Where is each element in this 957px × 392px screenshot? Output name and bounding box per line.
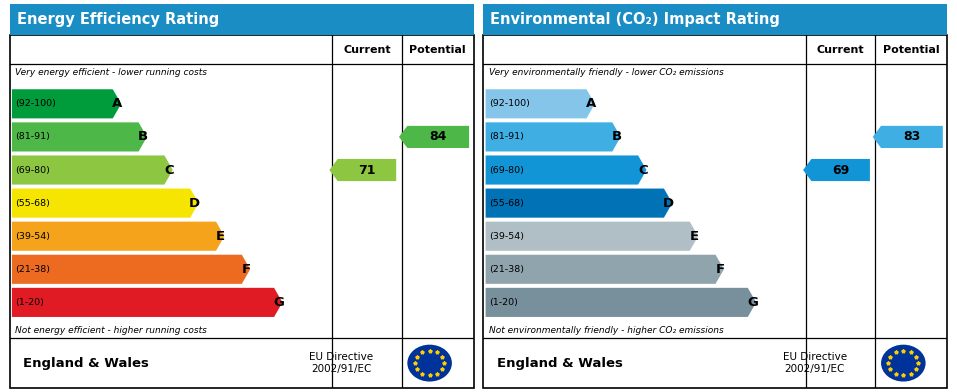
Text: (39-54): (39-54) (15, 232, 51, 241)
Polygon shape (873, 126, 943, 148)
Text: Very energy efficient - lower running costs: Very energy efficient - lower running co… (15, 68, 207, 77)
Text: Not environmentally friendly - higher CO₂ emissions: Not environmentally friendly - higher CO… (489, 326, 723, 335)
Text: Environmental (CO₂) Impact Rating: Environmental (CO₂) Impact Rating (490, 12, 780, 27)
Polygon shape (399, 126, 469, 148)
Text: Current: Current (817, 45, 864, 55)
Polygon shape (485, 221, 698, 251)
Text: (81-91): (81-91) (15, 132, 51, 142)
Text: England & Wales: England & Wales (24, 357, 149, 370)
Text: EU Directive
2002/91/EC: EU Directive 2002/91/EC (309, 352, 373, 374)
Text: 71: 71 (358, 163, 376, 176)
Bar (483, 4, 947, 35)
Polygon shape (485, 89, 595, 118)
Polygon shape (485, 288, 756, 317)
Text: F: F (716, 263, 724, 276)
Text: Not energy efficient - higher running costs: Not energy efficient - higher running co… (15, 326, 207, 335)
Text: (69-80): (69-80) (489, 165, 524, 174)
Text: A: A (112, 97, 122, 110)
Text: (92-100): (92-100) (489, 99, 530, 108)
Text: E: E (690, 230, 699, 243)
Text: C: C (165, 163, 174, 176)
Polygon shape (11, 89, 122, 118)
Polygon shape (11, 288, 282, 317)
Polygon shape (11, 221, 224, 251)
Text: England & Wales: England & Wales (498, 357, 623, 370)
Circle shape (408, 345, 452, 381)
Text: Energy Efficiency Rating: Energy Efficiency Rating (16, 12, 219, 27)
Text: B: B (138, 131, 148, 143)
Polygon shape (11, 122, 147, 151)
Text: D: D (189, 197, 200, 210)
Polygon shape (485, 156, 647, 185)
Polygon shape (485, 189, 672, 218)
Polygon shape (11, 255, 250, 284)
Text: (1-20): (1-20) (15, 298, 44, 307)
Text: 83: 83 (903, 131, 921, 143)
Text: Potential: Potential (883, 45, 940, 55)
Polygon shape (485, 122, 621, 151)
Text: E: E (216, 230, 225, 243)
Text: (81-91): (81-91) (489, 132, 524, 142)
Text: 84: 84 (430, 131, 447, 143)
Text: (39-54): (39-54) (489, 232, 524, 241)
Text: Very environmentally friendly - lower CO₂ emissions: Very environmentally friendly - lower CO… (489, 68, 723, 77)
Text: (21-38): (21-38) (489, 265, 524, 274)
Text: B: B (612, 131, 622, 143)
Text: G: G (747, 296, 758, 309)
Text: F: F (242, 263, 251, 276)
Text: (69-80): (69-80) (15, 165, 51, 174)
Text: Potential: Potential (410, 45, 466, 55)
Text: (1-20): (1-20) (489, 298, 518, 307)
Text: A: A (586, 97, 596, 110)
Text: C: C (638, 163, 648, 176)
Text: (55-68): (55-68) (15, 199, 51, 208)
Text: (55-68): (55-68) (489, 199, 524, 208)
Polygon shape (11, 189, 198, 218)
Text: Current: Current (344, 45, 390, 55)
Polygon shape (485, 255, 723, 284)
Bar (10, 4, 474, 35)
Polygon shape (11, 156, 173, 185)
Text: G: G (274, 296, 284, 309)
Polygon shape (329, 159, 396, 181)
Text: EU Directive
2002/91/EC: EU Directive 2002/91/EC (783, 352, 847, 374)
Circle shape (881, 345, 925, 381)
Text: D: D (663, 197, 674, 210)
Text: (21-38): (21-38) (15, 265, 51, 274)
Text: 69: 69 (832, 163, 849, 176)
Text: (92-100): (92-100) (15, 99, 56, 108)
Polygon shape (803, 159, 870, 181)
